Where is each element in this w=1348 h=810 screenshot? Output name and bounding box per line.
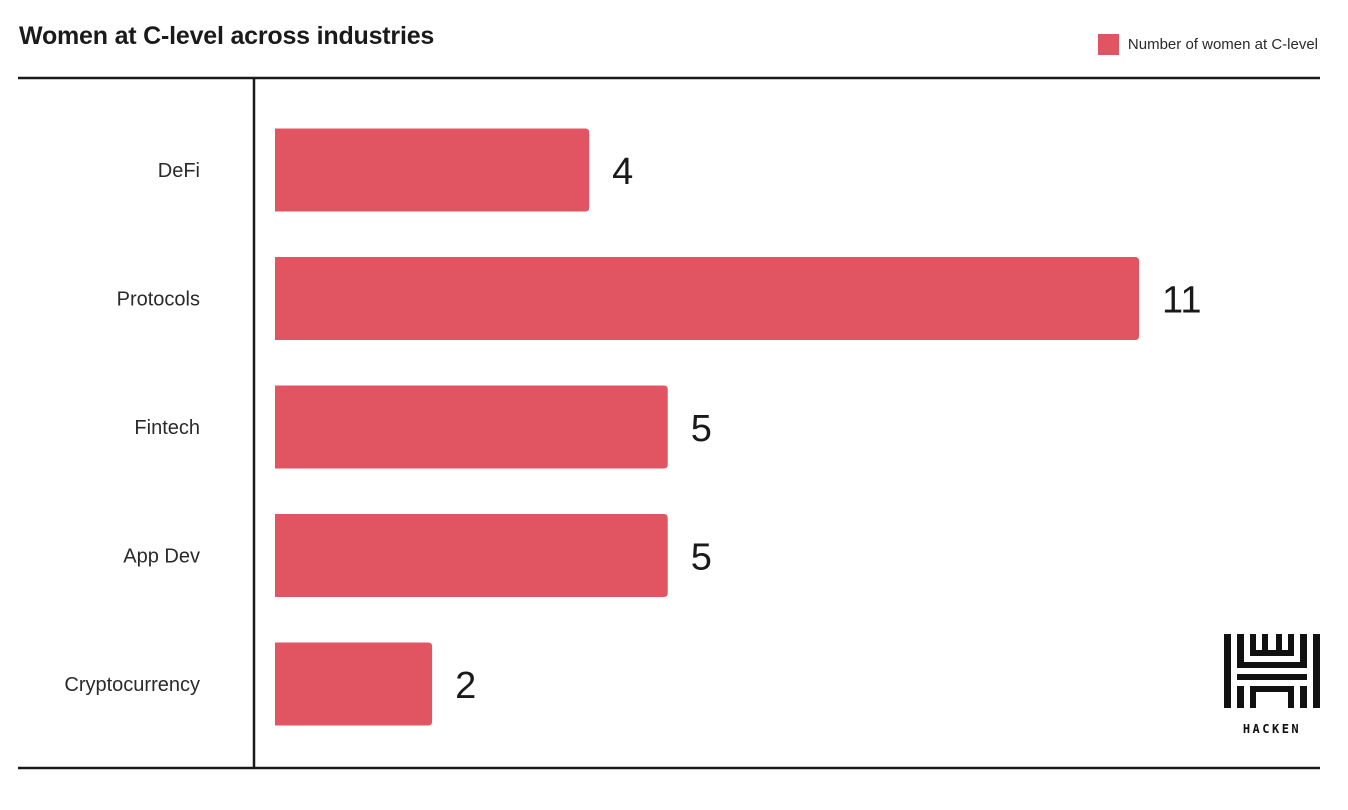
category-label: App Dev <box>123 546 200 568</box>
legend: Number of women at C-level <box>1097 34 1318 55</box>
category-label: Fintech <box>134 417 200 439</box>
bar <box>275 385 668 469</box>
category-label: Protocols <box>117 289 200 311</box>
hacken-logo-icon <box>1224 634 1320 708</box>
category-label: Cryptocurrency <box>64 674 200 696</box>
legend-swatch <box>1097 34 1119 55</box>
data-label: 2 <box>455 665 476 707</box>
data-label: 5 <box>691 408 712 450</box>
bar <box>275 128 590 212</box>
bar <box>275 257 1139 340</box>
legend-label: Number of women at C-level <box>1127 36 1318 53</box>
bar <box>275 642 433 726</box>
data-label: 11 <box>1162 280 1201 322</box>
bars-group: DeFi 4 Protocols 11 Fintech 5 App Dev 5 Cryptocu… <box>64 128 1201 726</box>
hacken-wordmark: HACKEN <box>1242 722 1302 736</box>
data-label: 5 <box>691 537 712 579</box>
category-label: DeFi <box>158 160 200 182</box>
bar <box>275 514 668 597</box>
chart-title: Women at C-level across industries <box>19 22 435 50</box>
data-label: 4 <box>612 151 633 193</box>
